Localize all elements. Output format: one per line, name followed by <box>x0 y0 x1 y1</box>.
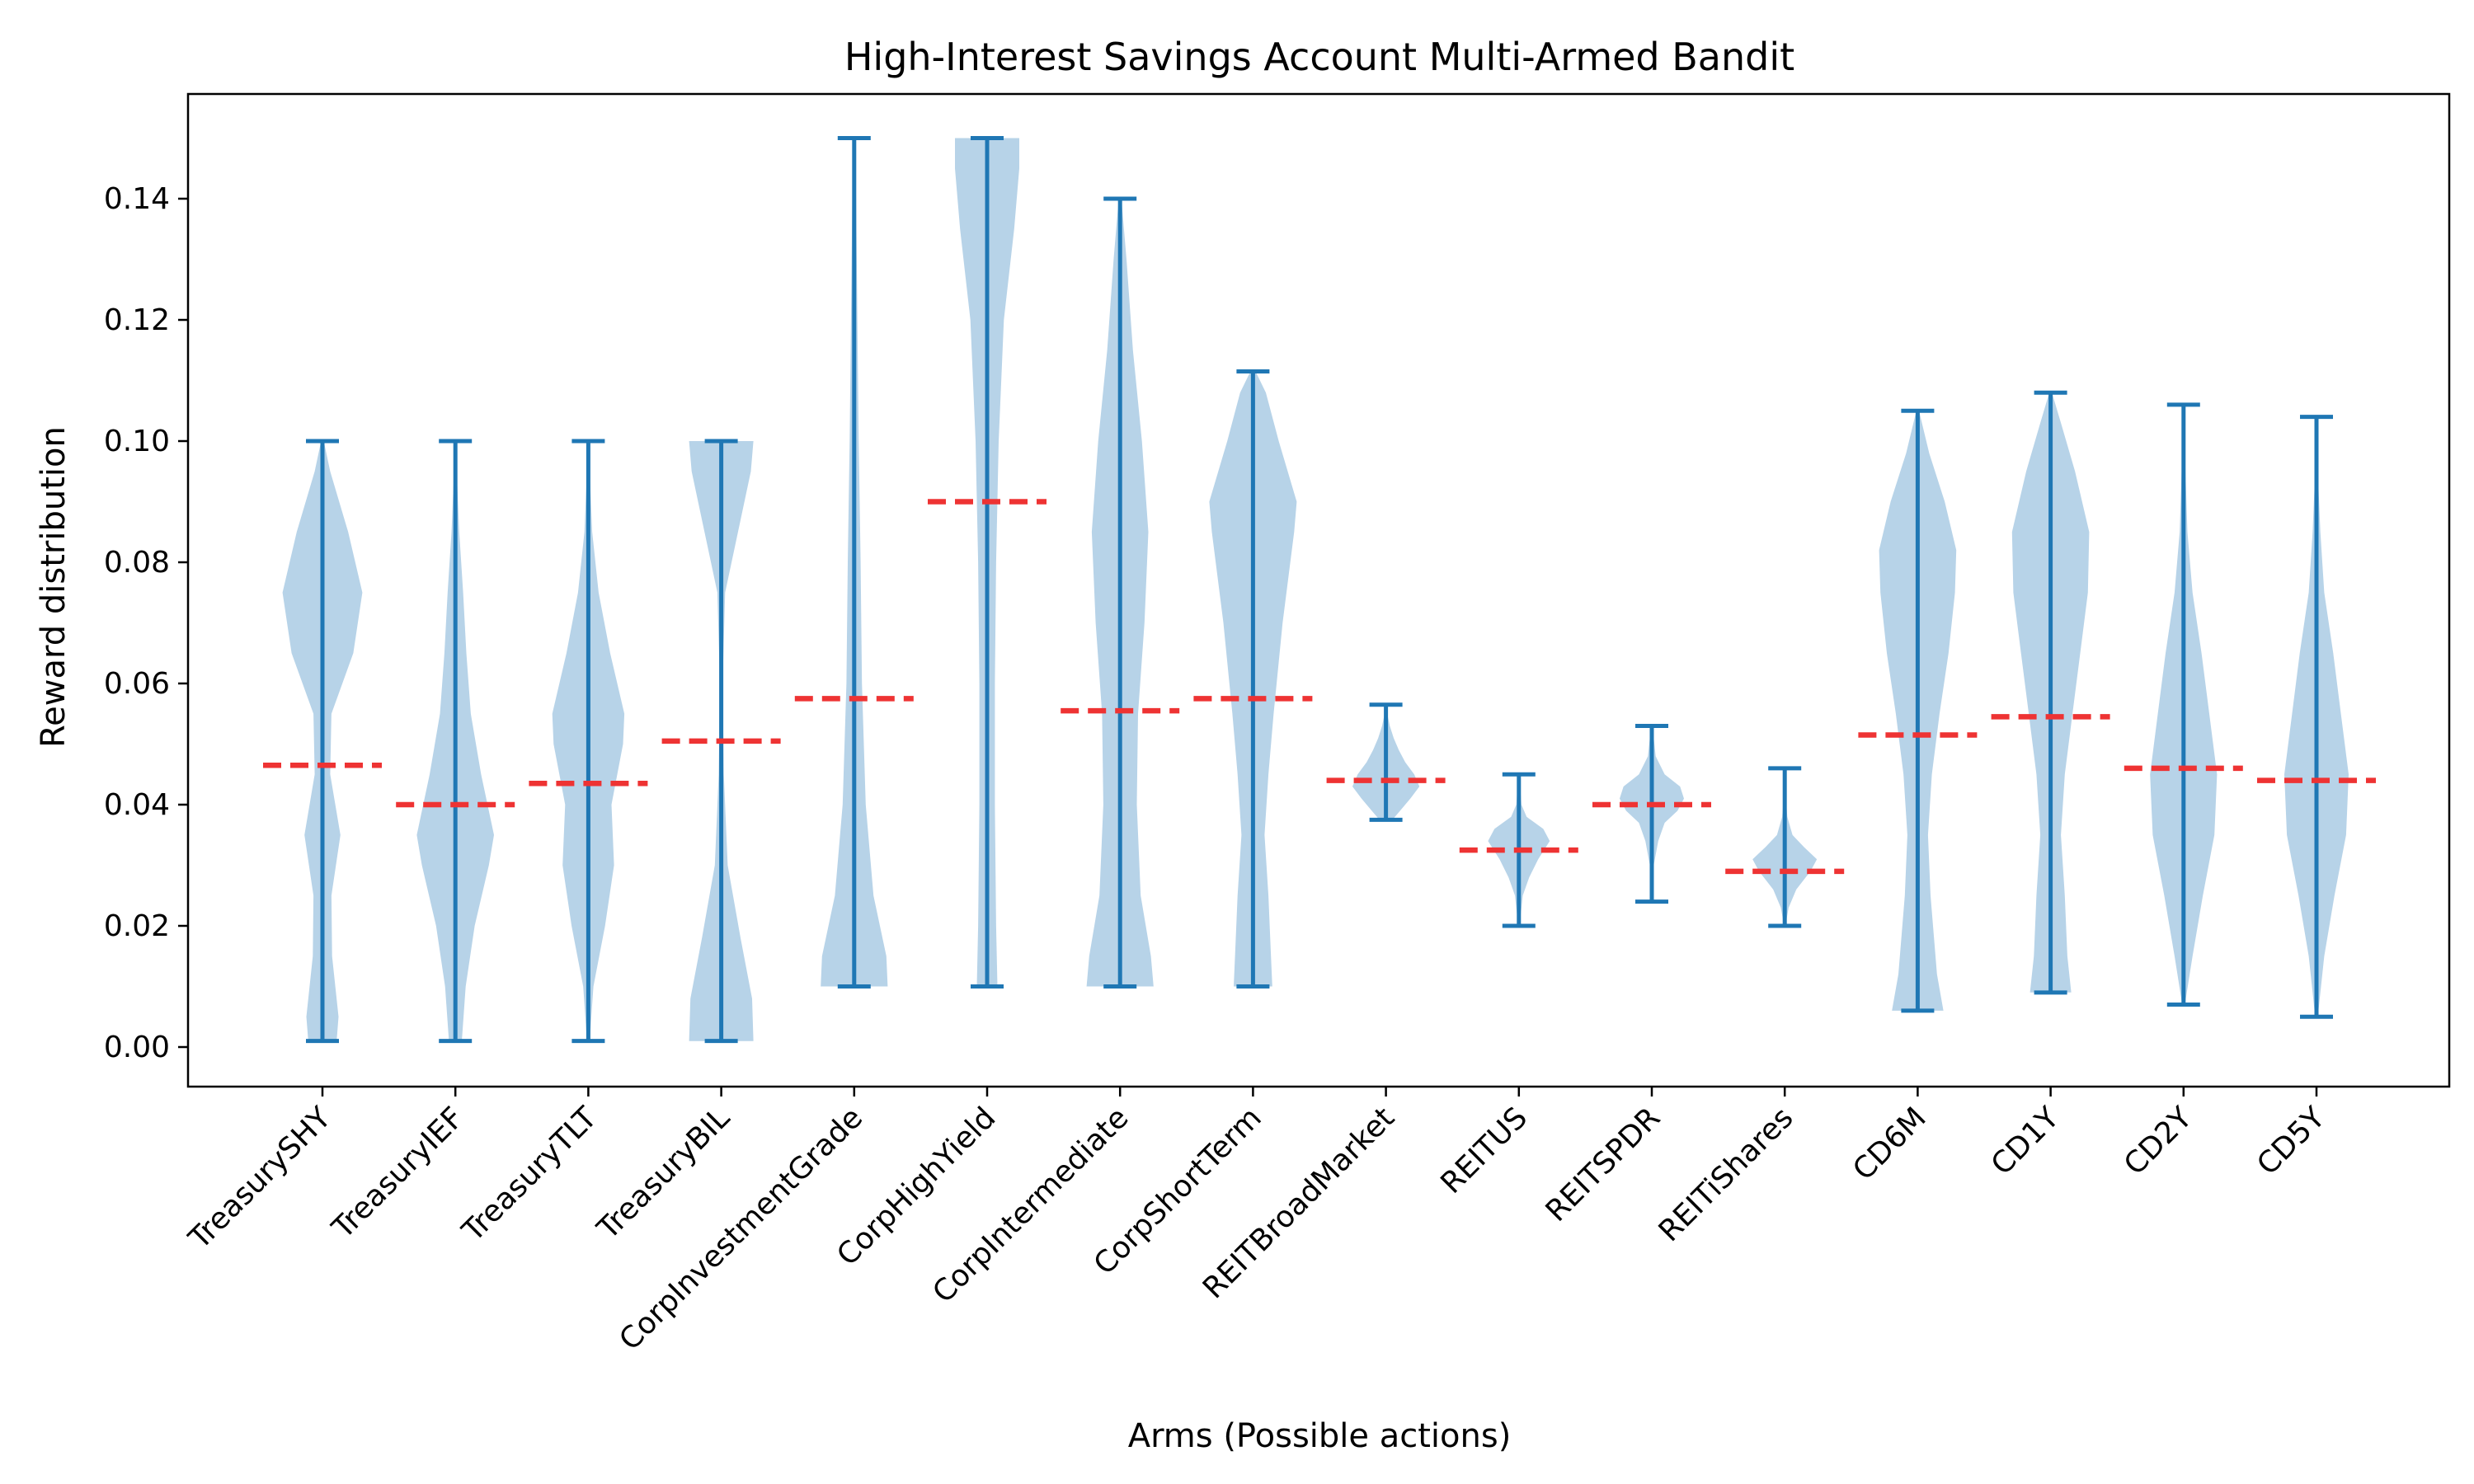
violin-TreasuryTLT <box>529 439 648 1044</box>
x-tick-label: TreasuryTLT <box>455 1101 604 1249</box>
violin-CD6M <box>1858 408 1978 1013</box>
plot-area-frame <box>186 92 2451 1088</box>
violin-TreasurySHY <box>263 439 382 1044</box>
violin-CorpHighYield <box>928 136 1047 989</box>
x-axis: TreasurySHYTreasuryIEFTreasuryTLTTreasur… <box>182 1087 2332 1357</box>
violin-TreasuryIEF <box>396 439 515 1044</box>
x-tick-label: TreasuryBIL <box>590 1101 736 1247</box>
y-axis: 0.00 0.02 0.04 0.06 0.08 0.10 0.12 0.14 <box>104 182 188 1064</box>
x-tick-label: CD1Y <box>1985 1101 2067 1182</box>
violin-REITSPDR <box>1592 723 1711 904</box>
x-tick-label: CD5Y <box>2251 1101 2332 1182</box>
violin-layer <box>263 136 2376 1044</box>
y-tick-label: 0.14 <box>104 182 170 216</box>
x-tick-label: REITiShares <box>1653 1101 1800 1248</box>
chart-title: High-Interest Savings Account Multi-Arme… <box>844 35 1794 79</box>
x-tick-label: REITSPDR <box>1540 1101 1667 1228</box>
y-tick-label: 0.12 <box>104 303 170 337</box>
x-axis-label: Arms (Possible actions) <box>1128 1417 1512 1455</box>
violin-REITUS <box>1459 772 1578 928</box>
x-tick-label: TreasuryIEF <box>326 1101 471 1246</box>
y-axis-label: Reward distribution <box>35 426 73 748</box>
y-tick-label: 0.04 <box>104 788 170 822</box>
x-tick-label: TreasurySHY <box>182 1101 338 1256</box>
violin-REITBroadMarket <box>1326 702 1446 822</box>
violin-CorpShortTerm <box>1193 369 1313 989</box>
violin-CD1Y <box>1991 390 2110 995</box>
y-tick-label: 0.02 <box>104 909 170 943</box>
y-tick-label: 0.06 <box>104 667 170 701</box>
x-tick-label: CD6M <box>1846 1101 1933 1187</box>
x-tick-label: CorpInvestmentGrade <box>613 1101 869 1357</box>
x-tick-label: CD2Y <box>2118 1101 2199 1182</box>
violin-REITiShares <box>1725 766 1845 928</box>
y-tick-label: 0.10 <box>104 425 170 458</box>
x-tick-label: REITUS <box>1435 1101 1535 1200</box>
violin-CD5Y <box>2257 415 2376 1019</box>
violin-CD2Y <box>2124 402 2243 1007</box>
y-tick-label: 0.08 <box>104 546 170 580</box>
violin-TreasuryBIL <box>661 439 781 1044</box>
violin-CorpInvestmentGrade <box>794 136 914 989</box>
y-tick-label: 0.00 <box>104 1031 170 1064</box>
violin-CorpIntermediate <box>1061 196 1180 989</box>
